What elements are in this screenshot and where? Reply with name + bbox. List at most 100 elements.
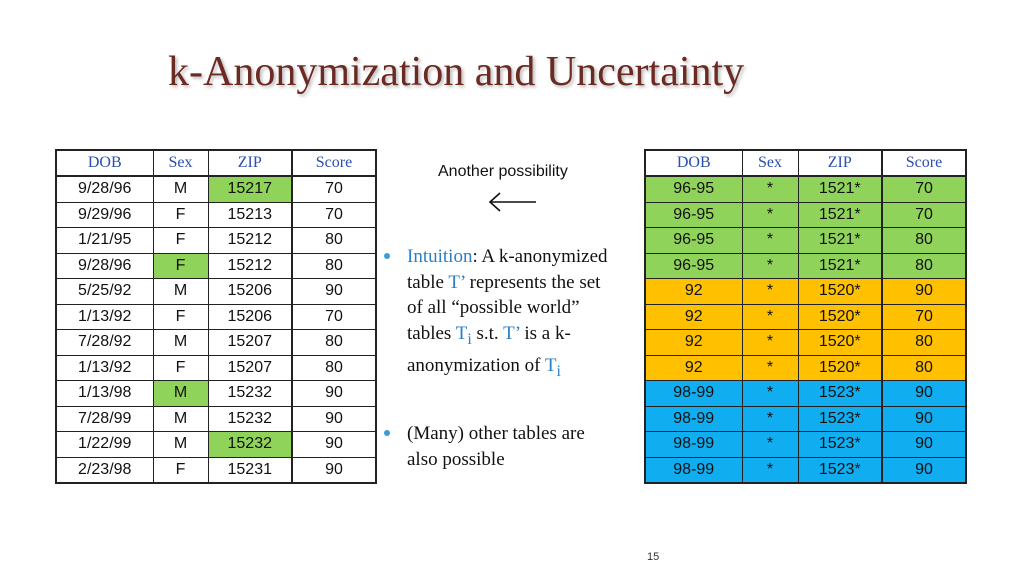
cell-dob: 1/13/92 — [55, 354, 154, 381]
cell-dob: 96-95 — [644, 227, 743, 254]
table-row: 9/28/96 M 15217 70 — [55, 175, 377, 203]
cell-zip: 15206 — [207, 278, 293, 305]
cell-dob: 7/28/92 — [55, 329, 154, 356]
cell-dob: 1/13/98 — [55, 380, 154, 407]
anonymized-table: DOB Sex ZIP Score 96-95 * 1521* 70 96-95… — [644, 149, 967, 484]
cell-zip-highlighted: 15217 — [207, 175, 293, 203]
cell-dob: 98-99 — [644, 431, 743, 458]
cell-sex: F — [152, 227, 209, 254]
cell-dob: 9/28/96 — [55, 175, 154, 203]
cell-sex: M — [152, 431, 209, 458]
header-zip: ZIP — [797, 149, 883, 177]
bullet-other-tables: (Many) other tables are also possible — [384, 421, 619, 472]
cell-sex: * — [741, 175, 799, 203]
table-row: 96-95 * 1521* 70 — [644, 201, 967, 228]
t-prime: T’ — [448, 271, 465, 293]
cell-zip: 15207 — [207, 354, 293, 381]
cell-dob: 98-99 — [644, 405, 743, 432]
cell-sex: * — [741, 329, 799, 356]
cell-score: 80 — [881, 252, 967, 279]
cell-zip: 1521* — [797, 201, 883, 228]
page-number: 15 — [647, 551, 660, 563]
bullet-text: (Many) other tables are also possible — [407, 423, 585, 470]
cell-score: 80 — [291, 354, 377, 381]
cell-score: 90 — [881, 278, 967, 305]
cell-sex: * — [741, 201, 799, 228]
another-possibility-label: Another possibility — [438, 163, 568, 180]
cell-dob: 1/22/99 — [55, 431, 154, 458]
table-row: 7/28/99 M 15232 90 — [55, 405, 377, 432]
cell-score: 80 — [881, 329, 967, 356]
cell-zip: 1523* — [797, 431, 883, 458]
cell-dob: 96-95 — [644, 252, 743, 279]
table-row: 98-99 * 1523* 90 — [644, 405, 967, 432]
cell-zip: 15213 — [207, 201, 293, 228]
cell-zip: 1523* — [797, 405, 883, 432]
cell-score: 90 — [881, 456, 967, 484]
cell-score: 80 — [881, 227, 967, 254]
table-row: 92 * 1520* 80 — [644, 354, 967, 381]
table-row: 1/22/99 M 15232 90 — [55, 431, 377, 458]
table-header-row: DOB Sex ZIP Score — [55, 149, 377, 177]
table-row: 96-95 * 1521* 70 — [644, 175, 967, 203]
header-sex: Sex — [741, 149, 799, 177]
table-row: 98-99 * 1523* 90 — [644, 456, 967, 484]
cell-sex: * — [741, 354, 799, 381]
cell-score: 70 — [881, 303, 967, 330]
cell-dob: 1/13/92 — [55, 303, 154, 330]
cell-sex: F — [152, 456, 209, 484]
bullet-text: represents the set of all “possible worl… — [407, 271, 601, 345]
cell-score: 70 — [291, 303, 377, 330]
cell-dob: 92 — [644, 329, 743, 356]
left-arrow-icon — [488, 192, 536, 212]
table-row: 96-95 * 1521* 80 — [644, 252, 967, 279]
cell-score: 90 — [291, 278, 377, 305]
bullet-text: is a k-anonymization of — [407, 323, 571, 376]
cell-sex: M — [152, 329, 209, 356]
cell-sex: * — [741, 252, 799, 279]
cell-dob: 7/28/99 — [55, 405, 154, 432]
bullet-dot-icon — [384, 430, 390, 437]
table-row: 5/25/92 M 15206 90 — [55, 278, 377, 305]
cell-dob: 98-99 — [644, 456, 743, 484]
table-row: 9/28/96 F 15212 80 — [55, 252, 377, 279]
cell-zip: 15231 — [207, 456, 293, 484]
cell-zip: 15206 — [207, 303, 293, 330]
cell-score: 80 — [291, 227, 377, 254]
header-score: Score — [291, 149, 377, 177]
cell-zip: 1520* — [797, 354, 883, 381]
table-row: 96-95 * 1521* 80 — [644, 227, 967, 254]
cell-sex-highlighted: F — [152, 252, 209, 279]
cell-score: 90 — [881, 405, 967, 432]
cell-zip: 1520* — [797, 329, 883, 356]
table-row: 1/13/92 F 15206 70 — [55, 303, 377, 330]
header-score: Score — [881, 149, 967, 177]
cell-score: 80 — [291, 329, 377, 356]
table-header-row: DOB Sex ZIP Score — [644, 149, 967, 177]
table-row: 98-99 * 1523* 90 — [644, 380, 967, 407]
header-zip: ZIP — [207, 149, 293, 177]
cell-score: 90 — [291, 405, 377, 432]
cell-sex: * — [741, 431, 799, 458]
cell-sex: F — [152, 303, 209, 330]
cell-sex: M — [152, 278, 209, 305]
cell-sex: * — [741, 380, 799, 407]
cell-dob: 9/28/96 — [55, 252, 154, 279]
cell-dob: 5/25/92 — [55, 278, 154, 305]
cell-score: 90 — [291, 380, 377, 407]
cell-zip: 1520* — [797, 278, 883, 305]
intuition-term: Intuition — [407, 246, 473, 267]
cell-score: 80 — [881, 354, 967, 381]
cell-sex: * — [741, 278, 799, 305]
t-i: Ti — [544, 354, 561, 380]
cell-score: 70 — [881, 175, 967, 203]
cell-zip: 15212 — [207, 227, 293, 254]
header-dob: DOB — [644, 149, 743, 177]
cell-score: 70 — [291, 201, 377, 228]
t-i: Ti — [455, 323, 472, 348]
cell-dob: 1/21/95 — [55, 227, 154, 254]
cell-score: 70 — [291, 175, 377, 203]
cell-score: 90 — [881, 380, 967, 407]
cell-sex: M — [152, 405, 209, 432]
cell-sex: * — [741, 303, 799, 330]
